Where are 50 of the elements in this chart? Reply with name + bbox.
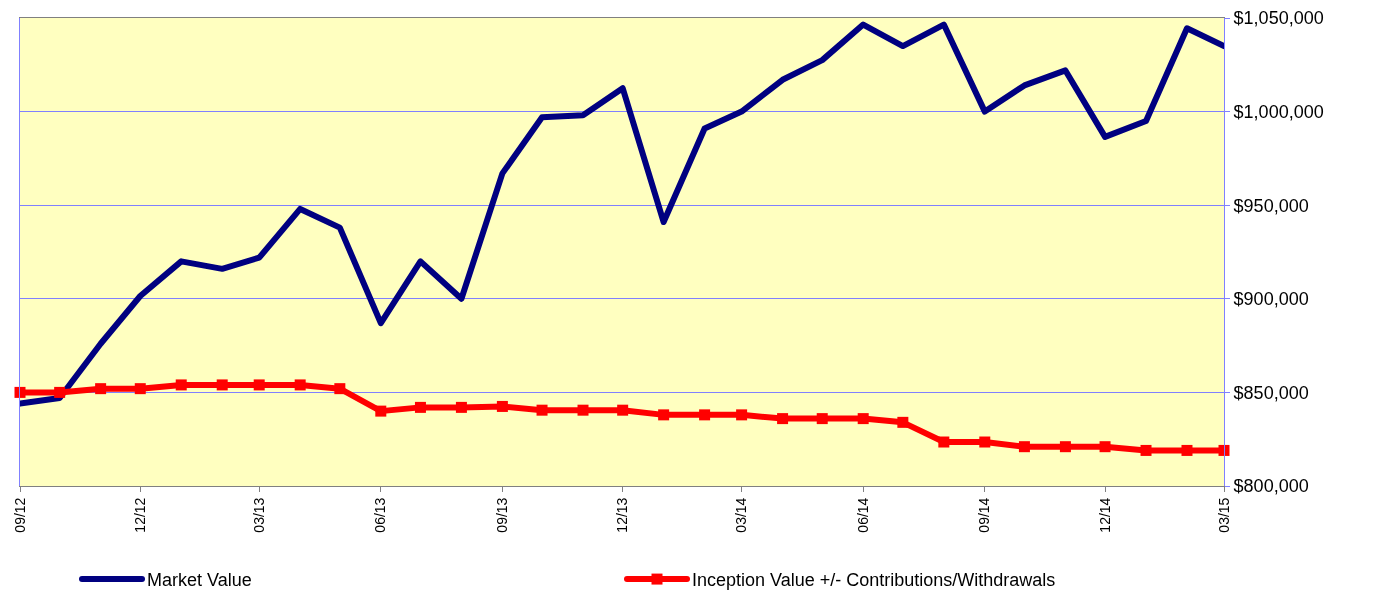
point [1018, 441, 1030, 453]
point [658, 409, 670, 421]
point [95, 383, 107, 395]
x-tick-label: 03/14 [733, 497, 750, 533]
point [536, 404, 548, 416]
point [253, 379, 265, 391]
point [577, 404, 589, 416]
x-tick-label: 03/15 [1215, 497, 1232, 533]
y-tick-label: $1,000,000 [1233, 101, 1324, 122]
y-tick-label: $850,000 [1233, 382, 1309, 403]
point [334, 383, 346, 395]
point [14, 386, 26, 398]
point [54, 386, 66, 398]
x-tick-label: 06/13 [372, 497, 389, 533]
x-tick-label: 06/14 [854, 497, 871, 533]
point [1218, 444, 1230, 456]
legend-label: Market Value [147, 570, 252, 591]
point [1181, 444, 1193, 456]
point [979, 436, 991, 448]
point [897, 416, 909, 428]
point [857, 413, 869, 425]
point [216, 379, 228, 391]
point [134, 383, 146, 395]
x-tick-label: 09/12 [11, 497, 28, 533]
legend-label: Inception Value +/- Contributions/Withdrawals [692, 570, 1056, 591]
point [617, 404, 629, 416]
point [175, 379, 187, 391]
point [777, 413, 789, 425]
x-tick-label: 12/13 [614, 497, 631, 533]
point [816, 413, 828, 425]
y-tick-label: $900,000 [1233, 289, 1309, 310]
x-tick-label: 12/14 [1096, 497, 1113, 533]
point [1099, 441, 1111, 453]
point [455, 401, 467, 413]
x-tick-label: 09/14 [976, 497, 993, 533]
point [938, 436, 950, 448]
point [375, 405, 387, 417]
point [414, 401, 426, 413]
x-tick-label: 09/13 [493, 497, 510, 533]
point [496, 400, 508, 412]
point [736, 409, 748, 421]
y-tick-label: $800,000 [1233, 476, 1309, 497]
y-tick-label: $1,050,000 [1233, 8, 1324, 29]
point [294, 379, 306, 391]
y-tick-label: $950,000 [1233, 195, 1309, 216]
point [1140, 444, 1152, 456]
point [699, 409, 711, 421]
point [1059, 441, 1071, 453]
x-tick-label: 03/13 [250, 497, 267, 533]
x-tick-label: 12/12 [131, 497, 148, 533]
